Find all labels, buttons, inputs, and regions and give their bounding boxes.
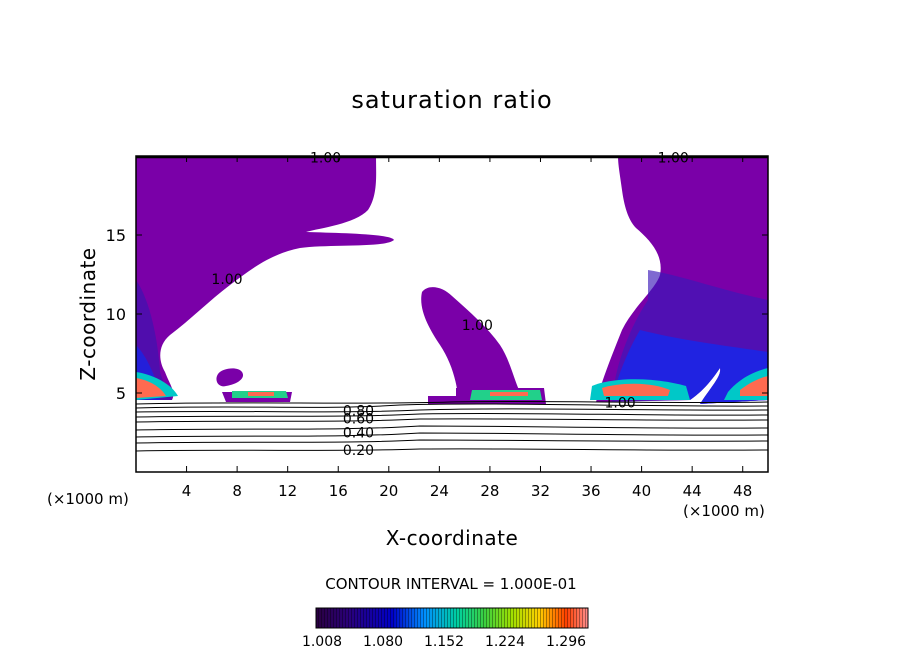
- y-tick-label: 5: [116, 384, 126, 403]
- contour-label: 0.20: [343, 443, 374, 459]
- core-5-hot: [740, 376, 768, 396]
- colorbar-tick-label: 1.008: [302, 634, 342, 650]
- x-tick-label: 8: [232, 482, 242, 500]
- x-tick-label: 12: [278, 482, 297, 500]
- contour-label: 1.00: [310, 151, 341, 167]
- contour-interval-label: CONTOUR INTERVAL = 1.000E-01: [325, 575, 577, 593]
- x-unit-label-left: (×1000 m): [47, 490, 129, 508]
- y-tick-label: 15: [106, 226, 126, 245]
- y-tick-label: 10: [106, 305, 126, 324]
- x-tick-label: 16: [329, 482, 348, 500]
- contour-label: 0.80: [343, 403, 374, 419]
- x-axis-label: X-coordinate: [385, 526, 519, 550]
- colorbar-stripes: [316, 608, 588, 628]
- x-tick-label: 24: [430, 482, 449, 500]
- x-tick-label: 40: [632, 482, 651, 500]
- contour-label: 1.00: [462, 318, 493, 334]
- field-layer: [136, 156, 768, 452]
- contour-label: 1.00: [211, 272, 242, 288]
- x-tick-label: 20: [379, 482, 398, 500]
- chart-title: saturation ratio: [351, 86, 553, 114]
- y-axis-ticks: 5 10 15: [106, 226, 768, 403]
- x-tick-label: 36: [581, 482, 600, 500]
- x-tick-label: 44: [683, 482, 702, 500]
- x-tick-label: 32: [531, 482, 550, 500]
- core-2-hot: [248, 392, 274, 396]
- contour-label: 0.40: [343, 426, 374, 442]
- x-tick-label: 28: [480, 482, 499, 500]
- core-4-hot: [602, 383, 670, 396]
- colorbar-tick-label: 1.296: [546, 634, 586, 650]
- colorbar-tick-labels: 1.008 1.080 1.152 1.224 1.296: [302, 634, 586, 650]
- colorbar-tick-label: 1.224: [485, 634, 525, 650]
- x-unit-label-right: (×1000 m): [683, 502, 765, 520]
- x-tick-label: 4: [182, 482, 192, 500]
- contour-label: 0.60: [343, 411, 374, 427]
- colorbar-tick-label: 1.152: [424, 634, 464, 650]
- core-left-hot: [136, 378, 166, 398]
- small-cell-1: [216, 368, 244, 387]
- x-tick-label: 48: [733, 482, 752, 500]
- x-axis-ticks: 4 8 12 16 20 24 28 32 36 40 44 48: [182, 156, 752, 500]
- saturated-region-middle: [421, 287, 520, 396]
- contour-labels: 1.00 1.00 1.00 1.00 1.00 0.800.600.400.20: [211, 151, 688, 459]
- saturated-region-left: [136, 156, 394, 400]
- contour-label: 1.00: [658, 151, 689, 167]
- colorbar-tick-label: 1.080: [363, 634, 403, 650]
- core-3-hot: [490, 392, 528, 396]
- contour-label: 1.00: [605, 395, 636, 411]
- colorbar-frame: [315, 607, 589, 629]
- low-level-contours: [136, 400, 768, 452]
